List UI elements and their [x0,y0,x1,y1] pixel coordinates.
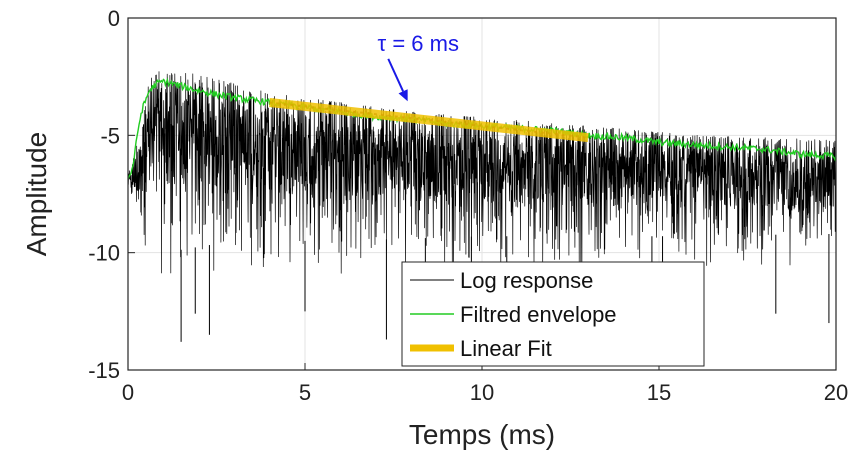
legend-label-filtred-envelope: Filtred envelope [460,302,617,327]
x-tick-label: 20 [824,380,848,405]
series-log-response [128,71,836,274]
data-layer [128,71,836,342]
x-tick-label: 15 [647,380,671,405]
y-tick-label: 0 [108,6,120,31]
annotation-arrow-head [398,89,408,102]
annotation: τ = 6 ms [378,31,459,102]
y-tick-label: -15 [88,358,120,383]
legend-label-log-response: Log response [460,268,593,293]
y-tick-label: -10 [88,241,120,266]
y-axis-label: Amplitude [21,132,52,257]
linear-fit-core [269,101,589,139]
x-tick-label: 5 [299,380,311,405]
annotation-tau: τ = 6 ms [378,31,459,56]
annotation-arrow-shaft [387,58,405,92]
x-axis-label: Temps (ms) [409,419,555,450]
x-tick-label: 0 [122,380,134,405]
y-tick-label: -5 [100,123,120,148]
x-tick-label: 10 [470,380,494,405]
ticks: 0 5 10 15 20 0 -5 -10 -15 [88,6,848,405]
legend-label-linear-fit: Linear Fit [460,336,552,361]
legend: Log response Filtred envelope Linear Fit [401,261,705,367]
